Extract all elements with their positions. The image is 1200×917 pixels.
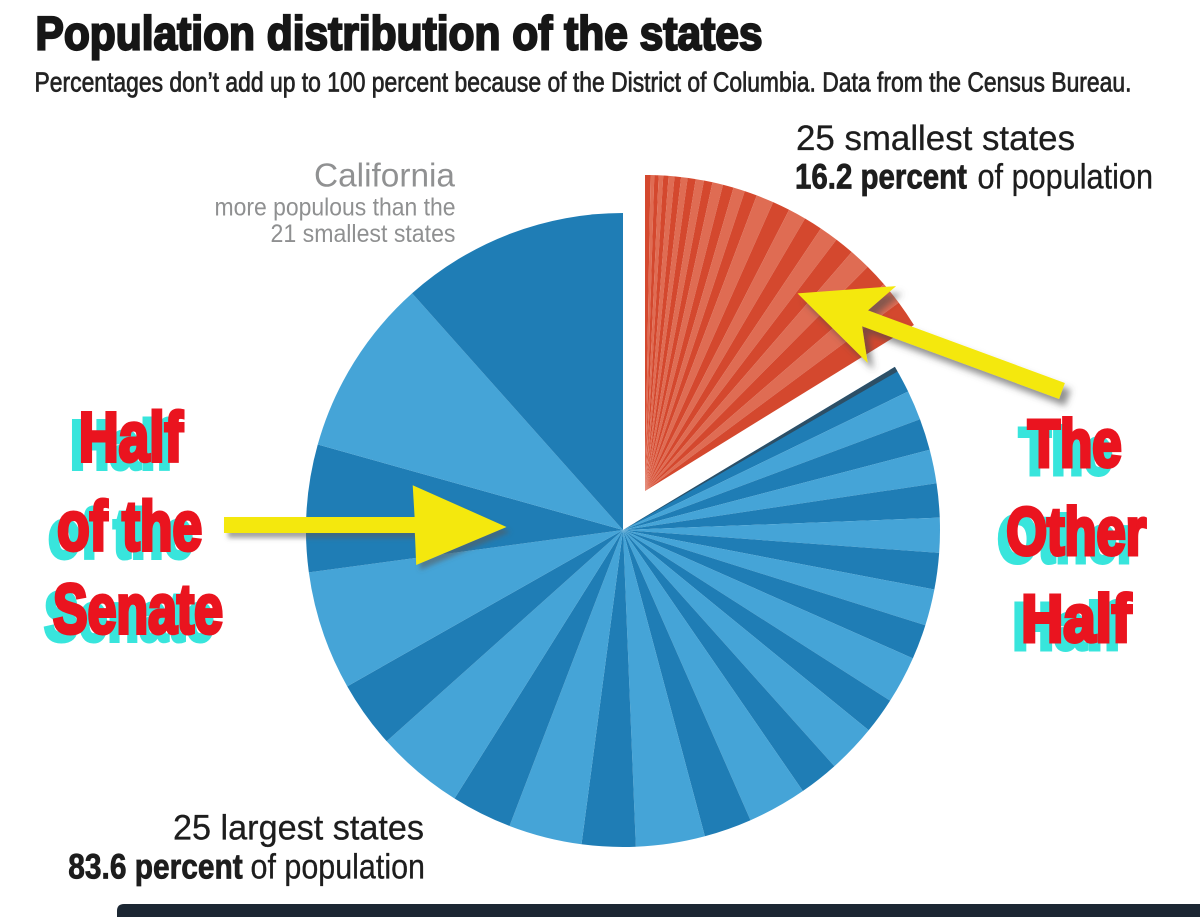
svg-text:of population: of population bbox=[978, 157, 1154, 196]
svg-text:Percentages don’t add up to 10: Percentages don’t add up to 100 percent … bbox=[35, 67, 1132, 98]
svg-text:Other: Other bbox=[997, 503, 1137, 578]
svg-text:of the: of the bbox=[57, 487, 202, 565]
svg-text:Half: Half bbox=[70, 406, 175, 484]
svg-text:Half: Half bbox=[79, 398, 184, 476]
svg-text:21 smallest states: 21 smallest states bbox=[271, 220, 456, 248]
svg-text:16.2 percent: 16.2 percent bbox=[795, 157, 967, 196]
svg-text:more populous than the: more populous than the bbox=[215, 194, 456, 222]
svg-text:25 largest states: 25 largest states bbox=[173, 808, 424, 847]
svg-text:of population: of population bbox=[251, 847, 426, 886]
svg-text:Half: Half bbox=[1012, 590, 1123, 665]
svg-text:Half: Half bbox=[1021, 582, 1132, 657]
svg-text:Other: Other bbox=[1006, 495, 1146, 570]
svg-text:Population distribution of the: Population distribution of the states bbox=[36, 7, 763, 60]
svg-text:The: The bbox=[1019, 414, 1113, 489]
svg-text:25 smallest states: 25 smallest states bbox=[796, 119, 1075, 158]
svg-text:Senate: Senate bbox=[53, 570, 223, 648]
svg-text:California: California bbox=[314, 157, 456, 194]
svg-text:Senate: Senate bbox=[44, 578, 214, 656]
svg-text:The: The bbox=[1028, 406, 1122, 481]
svg-text:of the: of the bbox=[48, 495, 193, 573]
svg-text:83.6 percent: 83.6 percent bbox=[68, 847, 243, 886]
